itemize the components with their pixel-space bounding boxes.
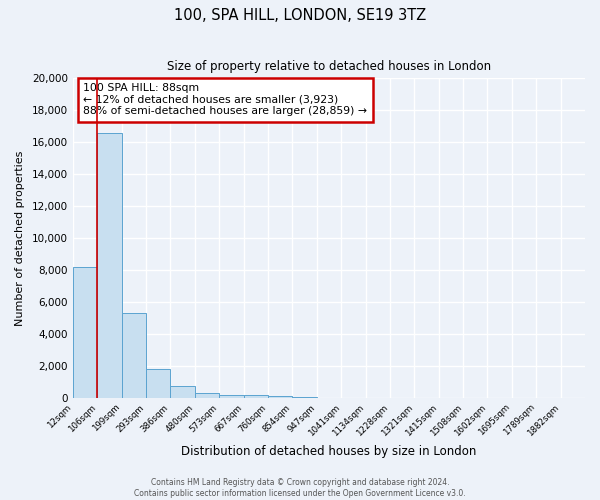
- Bar: [146, 369, 170, 398]
- Text: 100 SPA HILL: 88sqm
← 12% of detached houses are smaller (3,923)
88% of semi-det: 100 SPA HILL: 88sqm ← 12% of detached ho…: [83, 83, 367, 116]
- Bar: [73, 267, 97, 398]
- Bar: [97, 132, 122, 398]
- Bar: [244, 396, 268, 398]
- Title: Size of property relative to detached houses in London: Size of property relative to detached ho…: [167, 60, 491, 73]
- Text: Contains HM Land Registry data © Crown copyright and database right 2024.
Contai: Contains HM Land Registry data © Crown c…: [134, 478, 466, 498]
- X-axis label: Distribution of detached houses by size in London: Distribution of detached houses by size …: [181, 444, 476, 458]
- Y-axis label: Number of detached properties: Number of detached properties: [15, 150, 25, 326]
- Bar: [219, 394, 244, 398]
- Bar: [195, 393, 219, 398]
- Bar: [268, 396, 292, 398]
- Bar: [170, 386, 195, 398]
- Text: 100, SPA HILL, LONDON, SE19 3TZ: 100, SPA HILL, LONDON, SE19 3TZ: [174, 8, 426, 22]
- Bar: [292, 397, 317, 398]
- Bar: [122, 313, 146, 398]
